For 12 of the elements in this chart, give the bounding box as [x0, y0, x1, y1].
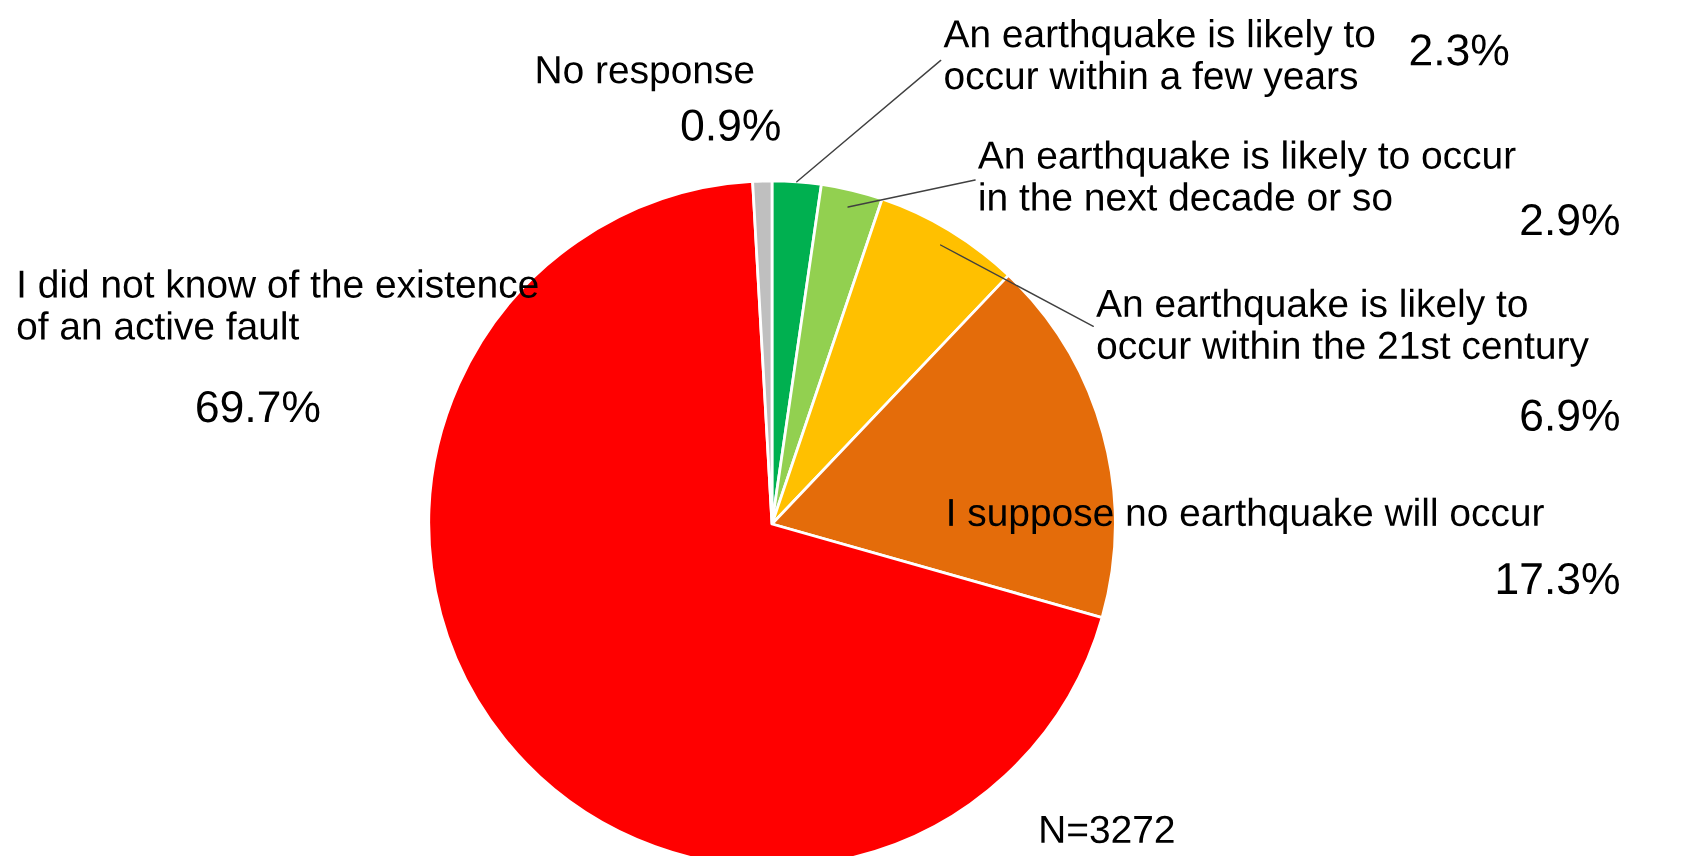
slice-label: I suppose no earthquake will occur [949, 497, 1544, 534]
slice-label: An earthquake is likely to occur within the 21st century [1096, 288, 1589, 367]
slice-label: An earthquake is likely to occur within a few years [943, 18, 1375, 98]
data-label: 69.7% [197, 390, 320, 423]
data-label: 6.9% [1521, 399, 1619, 432]
data-label: 17.3% [1497, 562, 1619, 595]
slice-label: No response [537, 56, 754, 92]
data-label: 2.9% [1521, 203, 1619, 236]
data-label: 0.9% [681, 109, 780, 141]
text: N=3272 [1041, 815, 1174, 844]
slice-label: An earthquake is likely to occur in the next decade or so [977, 140, 1516, 211]
data-label: 2.3% [1410, 34, 1509, 66]
